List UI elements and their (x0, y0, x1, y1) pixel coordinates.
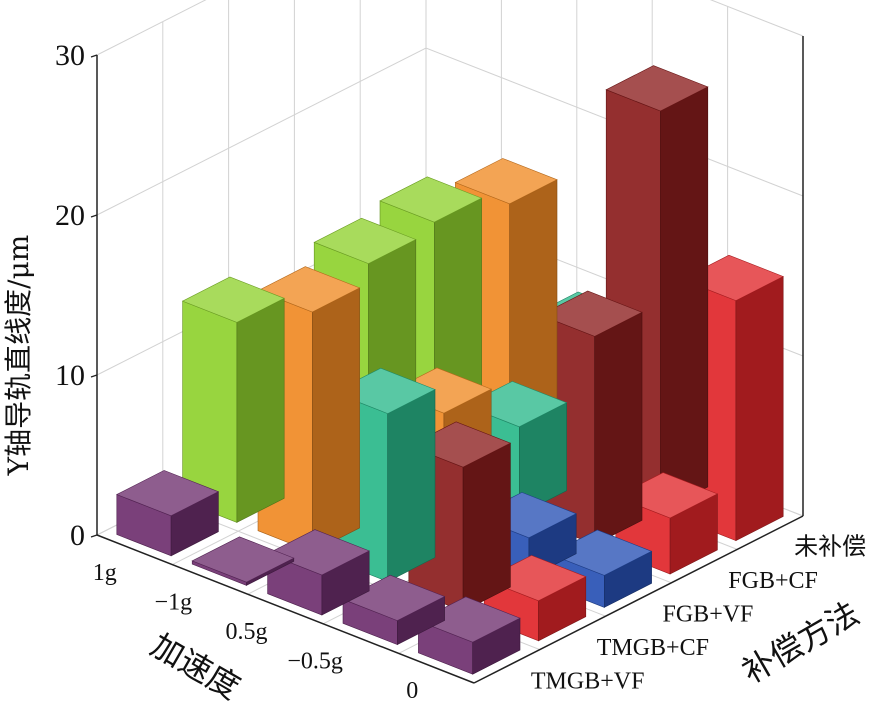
acceleration-tick-label: 1g (93, 560, 117, 586)
axis-line (473, 515, 804, 684)
z-tick-label: 20 (55, 199, 85, 232)
method-tick-label: TMGB+CF (597, 635, 709, 661)
z-ticks-layer: 0 10 20 30 (55, 39, 98, 552)
bar-top-face (379, 176, 483, 223)
z-tick-label: 0 (70, 519, 85, 552)
z-tick-mark (90, 374, 98, 378)
method-tick-label: FGB+VF (663, 602, 754, 628)
bar (181, 276, 285, 523)
method-tick-label: TMGB+VF (531, 668, 645, 694)
bar-top-face (313, 217, 417, 264)
axis-line (96, 534, 475, 684)
category-labels-layer: 1g −1g 0.5g −0.5g 0 TMGB+VF TMGB+CF FGB+VF FGB+C… (93, 534, 866, 703)
bars-layer (116, 65, 784, 675)
bar-side-face (311, 287, 360, 553)
bar-side-face (660, 86, 709, 512)
bar-top-face (539, 290, 643, 337)
bar-side-face (594, 311, 643, 545)
z-axis-title: Y轴导轨直线度/μm (2, 235, 35, 477)
bar (116, 470, 220, 557)
acceleration-tick-label: −1g (155, 589, 193, 615)
bar-side-face (462, 442, 511, 612)
acceleration-tick-label: −0.5g (287, 649, 343, 675)
z-tick-mark (90, 214, 98, 218)
bar (191, 536, 295, 586)
bar-side-face (387, 389, 436, 583)
method-tick-label: 未补偿 (794, 534, 866, 561)
bar (342, 574, 446, 646)
z-tick-label: 10 (55, 359, 85, 392)
bar-side-face (735, 276, 784, 542)
bar-top-face (454, 158, 558, 205)
bar-top-face (181, 276, 285, 323)
bar-top-face (116, 470, 220, 517)
z-tick-mark (90, 534, 98, 538)
acceleration-tick-label: 0.5g (226, 619, 268, 645)
z-tick-mark (90, 54, 98, 58)
method-tick-label: FGB+CF (728, 568, 818, 594)
bar (266, 529, 370, 616)
acceleration-tick-label: 0 (406, 678, 418, 703)
y-axis-title: 补偿方法 (736, 594, 866, 691)
bar-top-face (191, 536, 295, 583)
bar-side-face (236, 297, 285, 523)
z-tick-label: 30 (55, 39, 85, 72)
bar-top-face (605, 65, 709, 112)
z-gridline (96, 0, 804, 56)
